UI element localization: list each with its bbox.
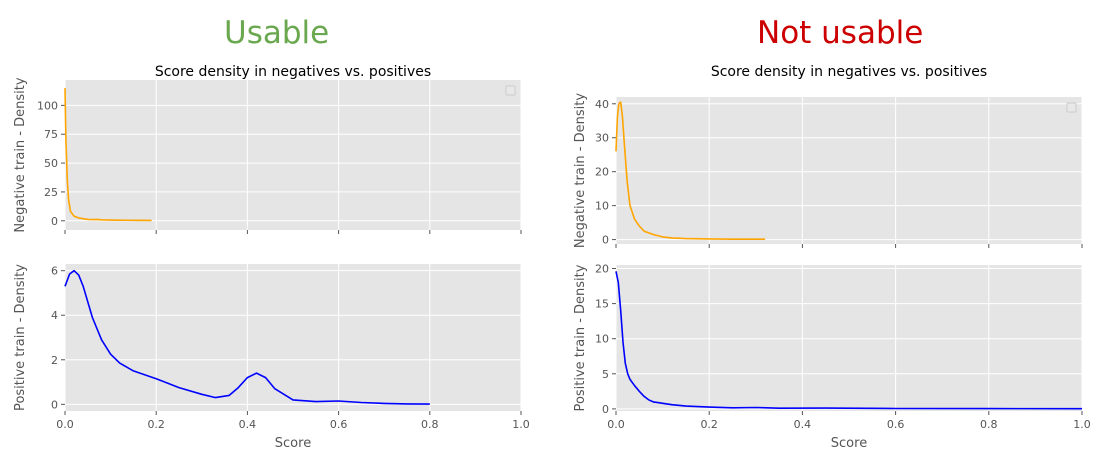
- x-tick-label: 0.0: [56, 418, 74, 431]
- x-tick-label: 0.8: [980, 418, 998, 431]
- negative-plot-area: [65, 80, 521, 230]
- y-tick-label: 4: [51, 309, 58, 322]
- y-tick-label: 20: [595, 166, 609, 179]
- positive-density-line: [64, 269, 430, 405]
- x-tick-label: 0.2: [147, 418, 165, 431]
- y-tick-label: 0: [51, 215, 58, 228]
- positive-plot-area: [616, 265, 1082, 411]
- y-tick-label: 0: [602, 234, 609, 247]
- y-tick-label: 15: [595, 298, 609, 311]
- positive-density-line: [615, 271, 1083, 410]
- x-axis-label: Score: [831, 436, 867, 451]
- y-tick-label: 0: [51, 398, 58, 411]
- x-tick-label: 0.2: [700, 418, 718, 431]
- negative-plot-area: [616, 97, 1082, 244]
- y-tick-label: 100: [37, 99, 58, 112]
- chart-title: Score density in negatives vs. positives: [711, 64, 987, 80]
- x-tick-label: 1.0: [1073, 418, 1091, 431]
- not-usable-heading: Not usable: [757, 15, 924, 51]
- positive-y-axis-label: Positive train - Density: [13, 264, 28, 411]
- usable-figure: Score density in negatives vs. positives…: [13, 64, 530, 451]
- negative-density-line: [615, 101, 766, 240]
- x-tick-label: 1.0: [512, 418, 530, 431]
- x-tick-label: 0.6: [887, 418, 905, 431]
- not-usable-figure: Score density in negatives vs. positives…: [573, 64, 1091, 451]
- positive-y-axis-label: Positive train - Density: [573, 264, 588, 411]
- y-tick-label: 25: [44, 186, 58, 199]
- x-axis-label: Score: [275, 436, 311, 451]
- y-tick-label: 2: [51, 354, 58, 367]
- negative-y-axis-label: Negative train - Density: [13, 77, 28, 232]
- y-tick-label: 30: [595, 132, 609, 145]
- y-tick-label: 10: [595, 333, 609, 346]
- y-tick-label: 0: [602, 403, 609, 416]
- legend-box: [505, 85, 516, 96]
- usable-heading: Usable: [224, 15, 330, 51]
- y-tick-label: 10: [595, 200, 609, 213]
- x-tick-label: 0.4: [239, 418, 257, 431]
- x-tick-label: 0.0: [607, 418, 625, 431]
- y-tick-label: 20: [595, 263, 609, 276]
- y-tick-label: 40: [595, 98, 609, 111]
- y-tick-label: 75: [44, 128, 58, 141]
- legend-box: [1066, 102, 1077, 113]
- negative-y-axis-label: Negative train - Density: [573, 93, 588, 248]
- x-tick-label: 0.4: [794, 418, 812, 431]
- y-tick-label: 5: [602, 368, 609, 381]
- chart-title: Score density in negatives vs. positives: [155, 64, 431, 80]
- positive-plot-area: [65, 264, 521, 411]
- x-tick-label: 0.6: [330, 418, 348, 431]
- y-tick-label: 50: [44, 157, 58, 170]
- x-tick-label: 0.8: [421, 418, 439, 431]
- negative-density-line: [64, 88, 152, 222]
- y-tick-label: 6: [51, 265, 58, 278]
